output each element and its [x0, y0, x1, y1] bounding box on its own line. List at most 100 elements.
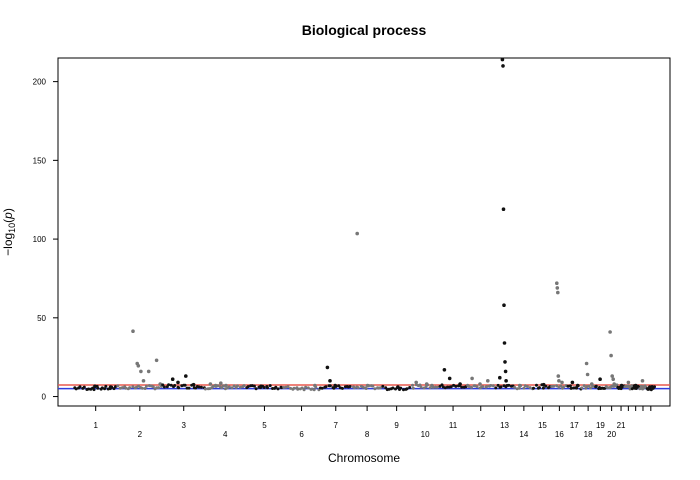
data-point [364, 387, 368, 390]
data-point [402, 388, 405, 392]
data-point-peak [430, 383, 434, 388]
y-axis: 0 50 100 150 200 [33, 78, 58, 402]
data-point-peak [136, 364, 141, 368]
data-point-peak [555, 281, 559, 286]
data-point-peak [504, 379, 508, 383]
data-point [582, 384, 586, 388]
data-point [116, 384, 120, 388]
data-point [100, 386, 104, 390]
data-point [157, 386, 161, 390]
data-point-peak [611, 377, 615, 382]
chromosome-label: 21 [617, 421, 626, 430]
chromosome-label: 1 [93, 421, 98, 430]
data-point [378, 386, 382, 390]
data-point-peak [141, 379, 146, 383]
data-point [518, 386, 521, 390]
data-point [348, 385, 352, 388]
data-point [555, 384, 559, 388]
y-tick-label: 0 [42, 393, 47, 402]
chromosome-label: 5 [262, 421, 267, 430]
x-axis-label: Chromosome [328, 451, 400, 465]
data-point [435, 385, 439, 389]
data-point [183, 383, 187, 387]
data-point [197, 385, 201, 389]
data-point-peak [108, 385, 113, 389]
data-point [491, 384, 495, 388]
data-point [140, 386, 144, 390]
data-point-peak [328, 379, 332, 383]
chromosome-label: 4 [223, 430, 228, 439]
chromosome-label: 14 [519, 430, 528, 439]
data-point [162, 385, 166, 389]
chromosome-label: 16 [555, 430, 564, 439]
data-point [381, 384, 385, 388]
data-point [286, 385, 290, 389]
data-point-peak [556, 290, 560, 295]
data-point-peak [612, 382, 616, 386]
chart-title: Biological process [302, 22, 427, 38]
data-point [485, 385, 489, 388]
data-point [411, 383, 414, 387]
data-point [252, 384, 256, 388]
data-point [337, 384, 341, 388]
data-point [653, 385, 656, 389]
data-point [128, 386, 132, 390]
y-axis-label-variable: p [1, 212, 15, 220]
data-point [525, 385, 529, 388]
data-point [187, 386, 191, 390]
data-point [92, 388, 96, 392]
data-point-peak [503, 369, 508, 374]
data-point [332, 386, 336, 390]
y-axis-label-prefix: −log [1, 233, 15, 256]
data-point [124, 386, 128, 390]
y-axis-label-subscript: 10 [7, 223, 17, 233]
data-point [78, 385, 82, 389]
data-point [87, 387, 91, 391]
data-point [515, 387, 519, 391]
data-point [221, 384, 225, 388]
data-point-peak [575, 383, 580, 388]
data-point [394, 387, 397, 391]
data-point [522, 386, 526, 390]
data-point-peak [557, 379, 561, 383]
data-point [470, 385, 473, 389]
data-point [167, 383, 171, 387]
chromosome-label: 10 [421, 430, 430, 439]
data-point-peak [470, 376, 474, 381]
data-point [353, 386, 356, 390]
plot-frame [57, 57, 671, 407]
data-point-peak [640, 379, 645, 383]
data-point-peak [325, 365, 330, 370]
data-point-peak [176, 380, 180, 385]
data-point [254, 387, 258, 391]
data-point [475, 385, 479, 389]
data-point-peak [570, 380, 575, 385]
data-point [566, 384, 570, 388]
data-point-peak [414, 380, 419, 385]
data-point-peak [584, 361, 589, 366]
data-point [203, 387, 207, 391]
data-point-peak [610, 374, 614, 378]
data-point-peak [626, 380, 631, 385]
data-point-peak [501, 64, 505, 68]
chromosome-label: 17 [570, 421, 579, 430]
data-point-peak [208, 382, 213, 386]
data-point [634, 387, 638, 390]
y-tick-label: 200 [33, 78, 47, 87]
data-point-peak [442, 368, 447, 372]
data-point-peak [517, 383, 522, 388]
chromosome-label: 9 [394, 421, 399, 430]
data-point-peak [131, 329, 135, 334]
data-point-peak [503, 360, 507, 364]
data-point-peak [158, 382, 162, 386]
data-point [296, 387, 300, 391]
y-tick-label: 150 [33, 156, 47, 165]
data-point [266, 386, 269, 390]
data-point [575, 386, 579, 390]
data-point [328, 384, 332, 388]
data-point [371, 384, 375, 388]
data-point-peak [424, 382, 429, 386]
chromosome-label: 8 [365, 430, 370, 439]
data-point [552, 384, 556, 388]
data-point [246, 385, 250, 389]
